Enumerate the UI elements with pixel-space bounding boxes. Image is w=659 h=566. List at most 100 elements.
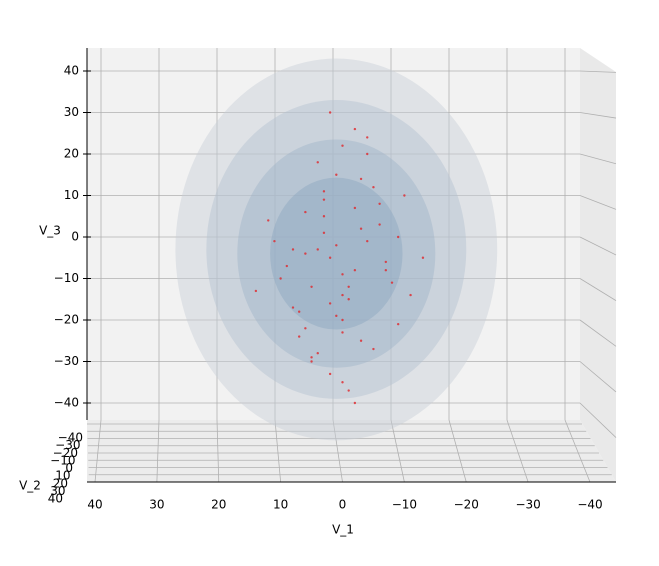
grid-line: [332, 419, 343, 483]
point: [310, 360, 313, 363]
z-tick-label: 30: [50, 484, 65, 498]
point: [322, 198, 326, 201]
grid-line: [448, 419, 467, 483]
point: [390, 281, 394, 284]
grid-line: [579, 153, 617, 165]
x-tick-label: 30: [149, 498, 164, 512]
point: [310, 285, 313, 288]
x-tick-label: −10: [392, 498, 417, 512]
ellipsoid: [206, 100, 467, 399]
point: [366, 239, 369, 243]
point: [310, 356, 313, 359]
grid-line: [579, 195, 617, 210]
point: [409, 293, 412, 297]
x-tick-label: −20: [454, 498, 479, 512]
grid-line: [579, 361, 617, 393]
point: [328, 302, 332, 305]
point: [347, 285, 350, 288]
point: [372, 186, 375, 189]
floor-pane: [87, 420, 616, 482]
x-tick-label: 0: [339, 498, 347, 512]
z-axis-label: V_2: [19, 479, 41, 493]
point: [378, 223, 381, 226]
x-tick-label: 40: [87, 498, 102, 512]
grid-line: [156, 419, 160, 483]
point: [335, 314, 338, 318]
y-tick-label: 10: [64, 188, 79, 202]
point: [273, 239, 276, 243]
point: [322, 190, 326, 193]
z-tick-label: −10: [50, 453, 75, 467]
point: [421, 256, 425, 259]
y-tick-label: 30: [64, 105, 79, 119]
x-tick-label: 20: [211, 498, 226, 512]
point: [297, 335, 301, 338]
ellipsoids: [175, 58, 498, 441]
grid-line: [216, 419, 220, 483]
point: [322, 215, 326, 218]
grid-line: [579, 236, 617, 256]
z-tick-label: 20: [53, 476, 68, 490]
grid-line: [390, 419, 405, 483]
point: [384, 269, 388, 272]
grid-line: [564, 419, 591, 483]
point: [353, 269, 357, 272]
point: [254, 289, 258, 293]
point: [316, 161, 319, 164]
point: [366, 152, 369, 156]
point: [279, 277, 282, 280]
grid-line: [579, 112, 617, 119]
point: [353, 206, 357, 210]
point: [396, 322, 400, 326]
z-tick-label: −40: [58, 431, 83, 445]
y-tick-label: 0: [71, 230, 79, 244]
grid-line: [274, 419, 282, 483]
point: [328, 372, 332, 376]
point: [403, 194, 406, 197]
point: [304, 327, 307, 330]
ellipsoid: [237, 139, 436, 368]
point: [341, 273, 344, 276]
grid-line: [579, 319, 617, 347]
y-tick-label: −20: [54, 313, 79, 327]
y-tick-label: −40: [54, 396, 79, 410]
point: [335, 244, 338, 247]
grid: [87, 48, 617, 483]
grid-line: [506, 419, 529, 483]
y-tick-label: 20: [64, 147, 79, 161]
z-tick-label: −20: [53, 446, 78, 460]
y-tick-label: −10: [54, 271, 79, 285]
z-tick-label: 40: [48, 492, 63, 506]
point: [341, 331, 344, 334]
point: [328, 111, 332, 114]
grid-line: [579, 70, 617, 73]
grid-line: [579, 278, 617, 301]
point: [297, 310, 301, 313]
points: [254, 111, 425, 405]
back-pane: [87, 48, 580, 420]
x-tick-label: 10: [273, 498, 288, 512]
point: [285, 264, 289, 268]
z-tick-label: 10: [55, 469, 70, 483]
ellipsoid: [270, 177, 403, 330]
point: [316, 248, 319, 251]
point: [291, 248, 295, 251]
point: [372, 347, 375, 351]
point: [359, 177, 363, 181]
point: [359, 227, 363, 230]
ellipsoid: [175, 58, 498, 441]
point: [347, 298, 350, 301]
point: [378, 202, 381, 205]
point: [384, 260, 388, 264]
point: [304, 252, 307, 255]
z-tick-label: −30: [55, 438, 80, 452]
point: [335, 173, 338, 176]
point: [341, 318, 344, 322]
point: [396, 235, 400, 239]
point: [353, 401, 357, 405]
x-axis-label: V_1: [332, 523, 354, 537]
grid-line: [94, 419, 102, 483]
point: [291, 306, 295, 309]
x-tick-label: −40: [577, 498, 602, 512]
